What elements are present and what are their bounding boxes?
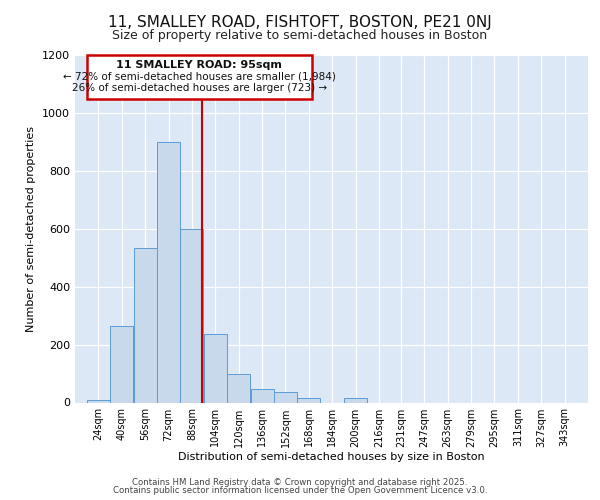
Bar [344, 398, 367, 402]
Bar [274, 392, 297, 402]
Bar [204, 334, 227, 402]
Bar [134, 248, 157, 402]
Text: 11, SMALLEY ROAD, FISHTOFT, BOSTON, PE21 0NJ: 11, SMALLEY ROAD, FISHTOFT, BOSTON, PE21… [108, 15, 492, 30]
Text: ← 72% of semi-detached houses are smaller (1,984): ← 72% of semi-detached houses are smalle… [63, 72, 335, 82]
Bar [298, 398, 320, 402]
Bar [251, 390, 274, 402]
Bar [227, 374, 250, 402]
Text: Contains HM Land Registry data © Crown copyright and database right 2025.: Contains HM Land Registry data © Crown c… [132, 478, 468, 487]
X-axis label: Distribution of semi-detached houses by size in Boston: Distribution of semi-detached houses by … [178, 452, 485, 462]
Text: Contains public sector information licensed under the Open Government Licence v3: Contains public sector information licen… [113, 486, 487, 495]
Bar [110, 326, 133, 402]
Bar [181, 229, 203, 402]
Text: 11 SMALLEY ROAD: 95sqm: 11 SMALLEY ROAD: 95sqm [116, 60, 282, 70]
Bar [157, 142, 180, 403]
Text: 26% of semi-detached houses are larger (723) →: 26% of semi-detached houses are larger (… [71, 84, 327, 94]
FancyBboxPatch shape [86, 55, 312, 99]
Bar [87, 400, 110, 402]
Text: Size of property relative to semi-detached houses in Boston: Size of property relative to semi-detach… [112, 29, 488, 42]
Y-axis label: Number of semi-detached properties: Number of semi-detached properties [26, 126, 37, 332]
